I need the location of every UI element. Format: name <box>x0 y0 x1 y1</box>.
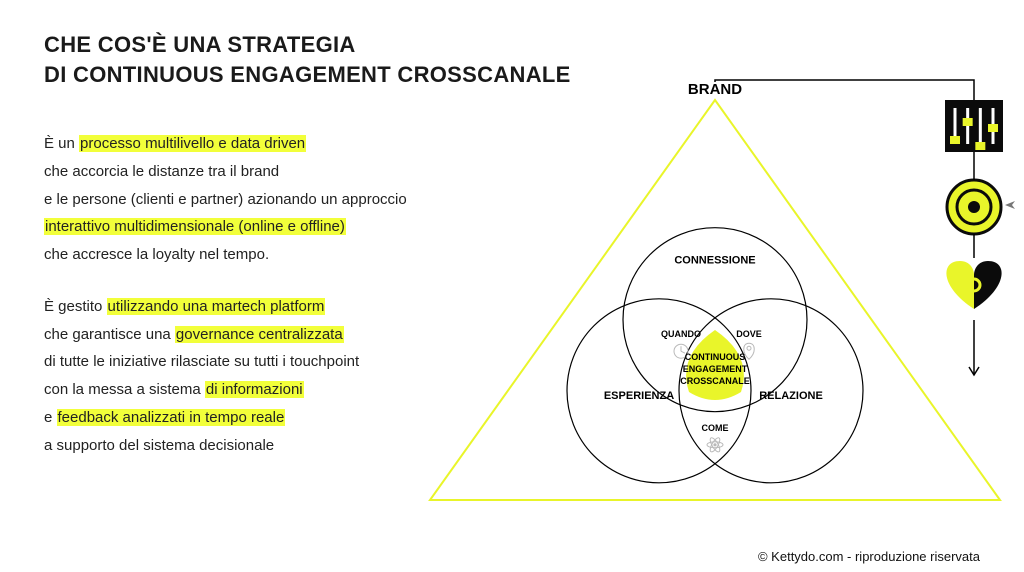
svg-text:BRAND: BRAND <box>688 81 742 98</box>
highlight-1: processo multilivello e data driven <box>79 135 306 152</box>
svg-text:COME: COME <box>702 423 729 433</box>
title-line-1: CHE COS'È UNA STRATEGIA <box>44 32 356 57</box>
svg-text:CONNESSIONE: CONNESSIONE <box>674 255 755 267</box>
engagement-diagram: BRANDB2CB2BCONNESSIONEESPERIENZARELAZION… <box>410 70 1020 540</box>
highlight-2: interattivo multidimensionale (online e … <box>44 218 346 235</box>
copyright: © Kettydo.com - riproduzione riservata <box>758 549 980 564</box>
highlight-4: governance centralizzata <box>175 326 344 343</box>
svg-text:CROSSCANALE: CROSSCANALE <box>680 376 750 386</box>
highlight-5: di informazioni <box>205 381 304 398</box>
svg-text:ENGAGEMENT: ENGAGEMENT <box>683 364 748 374</box>
highlight-6: feedback analizzati in tempo reale <box>57 409 286 426</box>
highlight-3: utilizzando una martech platform <box>107 298 326 315</box>
svg-text:ESPERIENZA: ESPERIENZA <box>604 390 674 402</box>
svg-text:CONTINUOUS: CONTINUOUS <box>685 352 746 362</box>
svg-text:QUANDO: QUANDO <box>661 329 701 339</box>
svg-text:DOVE: DOVE <box>736 329 762 339</box>
svg-text:RELAZIONE: RELAZIONE <box>759 390 823 402</box>
